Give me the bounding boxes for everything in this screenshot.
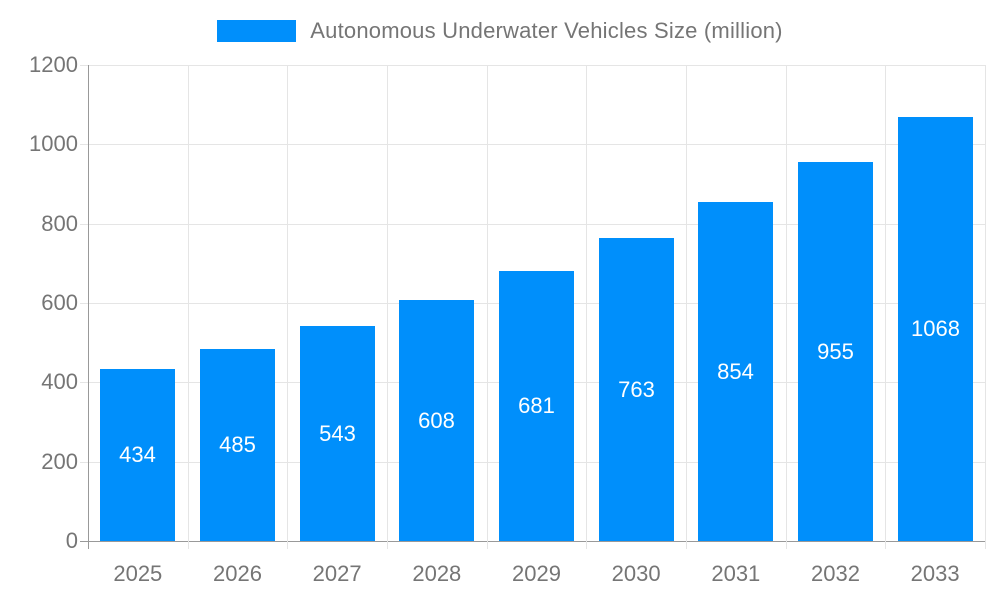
x-axis-line [80, 541, 985, 542]
gridline [80, 144, 985, 146]
y-axis-tick-label: 1200 [29, 52, 78, 77]
bar-2033[interactable]: 1068 [898, 117, 973, 541]
y-axis-tick-label: 200 [41, 448, 78, 474]
bar-2028[interactable]: 608 [399, 300, 474, 541]
gridline [486, 65, 488, 549]
y-axis-tick-label: 0 [65, 528, 78, 553]
gridline [80, 223, 985, 225]
y-axis-tick-label: 400 [41, 369, 78, 395]
bar-value-label: 543 [319, 420, 356, 446]
legend-item[interactable]: Autonomous Underwater Vehicles Size (mil… [0, 18, 1000, 44]
x-axis-tick-label: 2028 [412, 561, 462, 586]
gridline [586, 65, 588, 549]
gridline [885, 65, 887, 549]
gridline [785, 65, 787, 549]
y-axis-tick-label: 600 [41, 290, 78, 315]
x-axis-tick-label: 2027 [312, 561, 362, 586]
x-axis-tick-label: 2033 [910, 561, 960, 586]
legend-label: Autonomous Underwater Vehicles Size (mil… [310, 18, 783, 43]
bar-value-label: 434 [119, 442, 156, 467]
x-axis-tick-label: 2029 [512, 561, 561, 586]
bar-2031[interactable]: 854 [698, 202, 773, 541]
bar-value-label: 1068 [911, 316, 960, 341]
bar-value-label: 485 [219, 432, 256, 457]
gridline [187, 65, 189, 549]
bar-2029[interactable]: 681 [499, 271, 574, 541]
gridline [287, 65, 289, 549]
x-axis-tick-label: 2026 [213, 561, 262, 586]
bar-2030[interactable]: 763 [599, 238, 674, 541]
gridline [80, 65, 985, 66]
x-axis-tick-label: 2031 [711, 561, 761, 586]
bar-2027[interactable]: 543 [300, 326, 375, 541]
bar-2026[interactable]: 485 [200, 349, 275, 541]
gridline [985, 65, 986, 549]
x-axis-tick-label: 2025 [113, 561, 163, 586]
y-axis-tick-label: 1000 [29, 131, 78, 157]
bar-value-label: 608 [418, 407, 455, 433]
bar-value-label: 763 [618, 376, 655, 402]
gridline [387, 65, 388, 549]
x-axis-tick-label: 2032 [811, 561, 860, 586]
legend-swatch-icon [217, 20, 297, 42]
y-axis-line [88, 65, 89, 549]
bar-value-label: 854 [717, 358, 754, 384]
y-axis-tick-label: 800 [41, 210, 78, 236]
bar-value-label: 681 [518, 393, 555, 418]
gridline [686, 65, 687, 549]
bar-2032[interactable]: 955 [798, 162, 873, 541]
bar-2025[interactable]: 434 [100, 369, 175, 541]
bar-value-label: 955 [817, 338, 854, 364]
x-axis-tick-label: 2030 [611, 561, 661, 586]
